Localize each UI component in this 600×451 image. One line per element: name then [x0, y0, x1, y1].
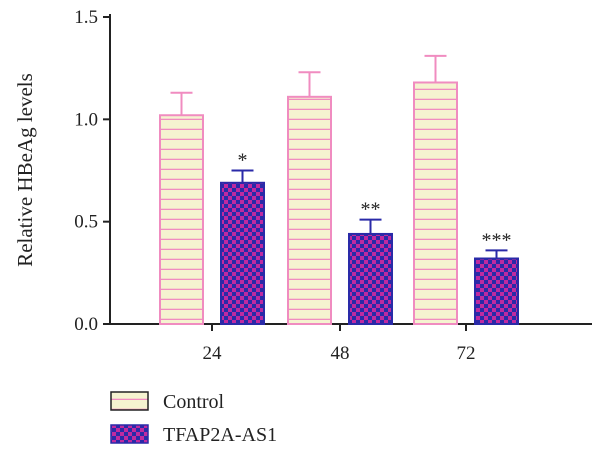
bar-control-24 [159, 114, 204, 325]
legend-label-control: Control [163, 391, 225, 413]
bar-tfap2a-as1-48 [348, 232, 393, 326]
significance-labels: ****** [238, 150, 512, 252]
error-bars [170, 54, 508, 259]
bar-control-72 [413, 81, 458, 325]
y-tick-label: 0.0 [74, 314, 98, 335]
legend-swatch-control [110, 391, 149, 411]
x-tick-label: 24 [203, 343, 223, 364]
legend-swatch-tfap2a-as1 [110, 424, 149, 444]
legend: Control TFAP2A-AS1 [110, 391, 277, 446]
significance-label: *** [482, 229, 512, 251]
bar-control-48 [287, 95, 332, 325]
y-tick-label: 0.5 [74, 212, 98, 233]
significance-label: * [238, 150, 248, 172]
x-tick-label: 72 [457, 343, 476, 364]
y-tick-label: 1.5 [74, 7, 98, 28]
y-tick-label: 1.0 [74, 109, 98, 130]
significance-label: ** [361, 199, 381, 221]
y-axis-title: Relative HBeAg levels [13, 73, 37, 267]
x-tick-label: 48 [331, 343, 350, 364]
bar-tfap2a-as1-24 [220, 181, 265, 325]
bar-tfap2a-as1-72 [474, 257, 519, 325]
y-ticks: 0.0 0.5 1.0 1.5 [74, 7, 110, 335]
x-ticks: 24 48 72 [203, 324, 476, 364]
bars [159, 81, 519, 326]
legend-label-tfap2a-as1: TFAP2A-AS1 [163, 424, 277, 446]
